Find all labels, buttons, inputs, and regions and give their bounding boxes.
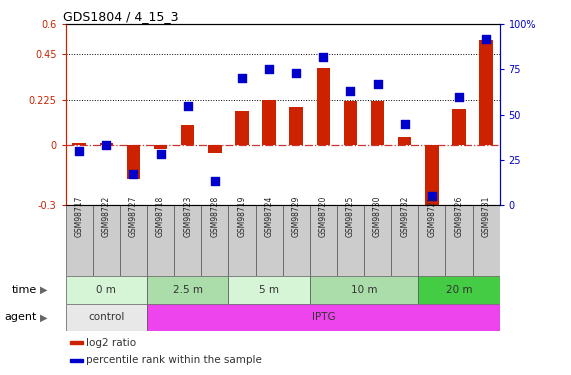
Point [373,81,382,87]
Text: GSM98717: GSM98717 [75,195,84,237]
Point [455,93,464,99]
Point [238,75,247,81]
Bar [445,205,473,276]
Bar [154,145,167,148]
Text: 5 m: 5 m [259,285,279,295]
Bar [418,205,445,276]
Bar [344,100,357,145]
Text: GSM98728: GSM98728 [210,195,219,237]
Text: control: control [88,312,124,322]
Bar [316,69,330,145]
Bar [147,304,500,332]
Bar [73,142,86,145]
Point [183,102,192,108]
Bar [235,111,249,145]
Bar [181,124,195,145]
Bar [208,145,222,153]
Point [400,121,409,127]
Text: GSM98724: GSM98724 [264,195,274,237]
Text: IPTG: IPTG [312,312,335,322]
Bar [66,304,147,332]
Text: time: time [12,285,37,295]
Bar [283,205,309,276]
Text: 20 m: 20 m [446,285,472,295]
Text: GSM98718: GSM98718 [156,195,165,237]
Point [427,193,436,199]
Bar [228,276,309,304]
Bar [147,276,228,304]
Bar [425,145,439,209]
Bar [391,205,418,276]
Bar [120,205,147,276]
Text: GSM98726: GSM98726 [455,195,464,237]
Text: GSM98732: GSM98732 [400,195,409,237]
Bar [262,99,276,145]
Bar [93,205,120,276]
Text: 10 m: 10 m [351,285,377,295]
Text: GSM98729: GSM98729 [292,195,301,237]
Text: GSM98725: GSM98725 [346,195,355,237]
Bar [418,276,500,304]
Bar [473,205,500,276]
Text: percentile rank within the sample: percentile rank within the sample [86,356,262,366]
Point [129,171,138,177]
Text: GSM98723: GSM98723 [183,195,192,237]
Text: GSM98721: GSM98721 [427,195,436,237]
Text: agent: agent [5,312,37,322]
Text: 0 m: 0 m [96,285,116,295]
Text: GSM98722: GSM98722 [102,195,111,237]
Bar [309,276,418,304]
Text: ▶: ▶ [40,285,47,295]
Bar [202,205,228,276]
Bar [66,205,93,276]
Text: 2.5 m: 2.5 m [172,285,203,295]
Bar [337,205,364,276]
Bar [255,205,283,276]
Text: GSM98727: GSM98727 [129,195,138,237]
Bar [364,205,391,276]
Bar [228,205,255,276]
Bar [398,136,412,145]
Point [346,88,355,94]
Bar [371,100,384,145]
Bar [309,205,337,276]
Bar [127,145,140,179]
Bar [289,106,303,145]
Text: GSM98720: GSM98720 [319,195,328,237]
Point [156,151,165,157]
Bar [174,205,202,276]
Point [319,54,328,60]
Bar [70,341,83,344]
Bar [66,276,147,304]
Text: ▶: ▶ [40,312,47,322]
Point [75,148,84,154]
Bar [452,108,466,145]
Text: GSM98730: GSM98730 [373,195,382,237]
Bar [147,205,174,276]
Point [264,66,274,72]
Text: GDS1804 / 4_15_3: GDS1804 / 4_15_3 [63,10,179,23]
Point [102,142,111,148]
Text: GSM98719: GSM98719 [238,195,247,237]
Text: log2 ratio: log2 ratio [86,338,136,348]
Point [292,70,301,76]
Text: GSM98731: GSM98731 [481,195,490,237]
Bar [479,40,493,145]
Bar [99,142,113,145]
Point [481,36,490,42]
Point [210,178,219,184]
Bar [70,359,83,362]
